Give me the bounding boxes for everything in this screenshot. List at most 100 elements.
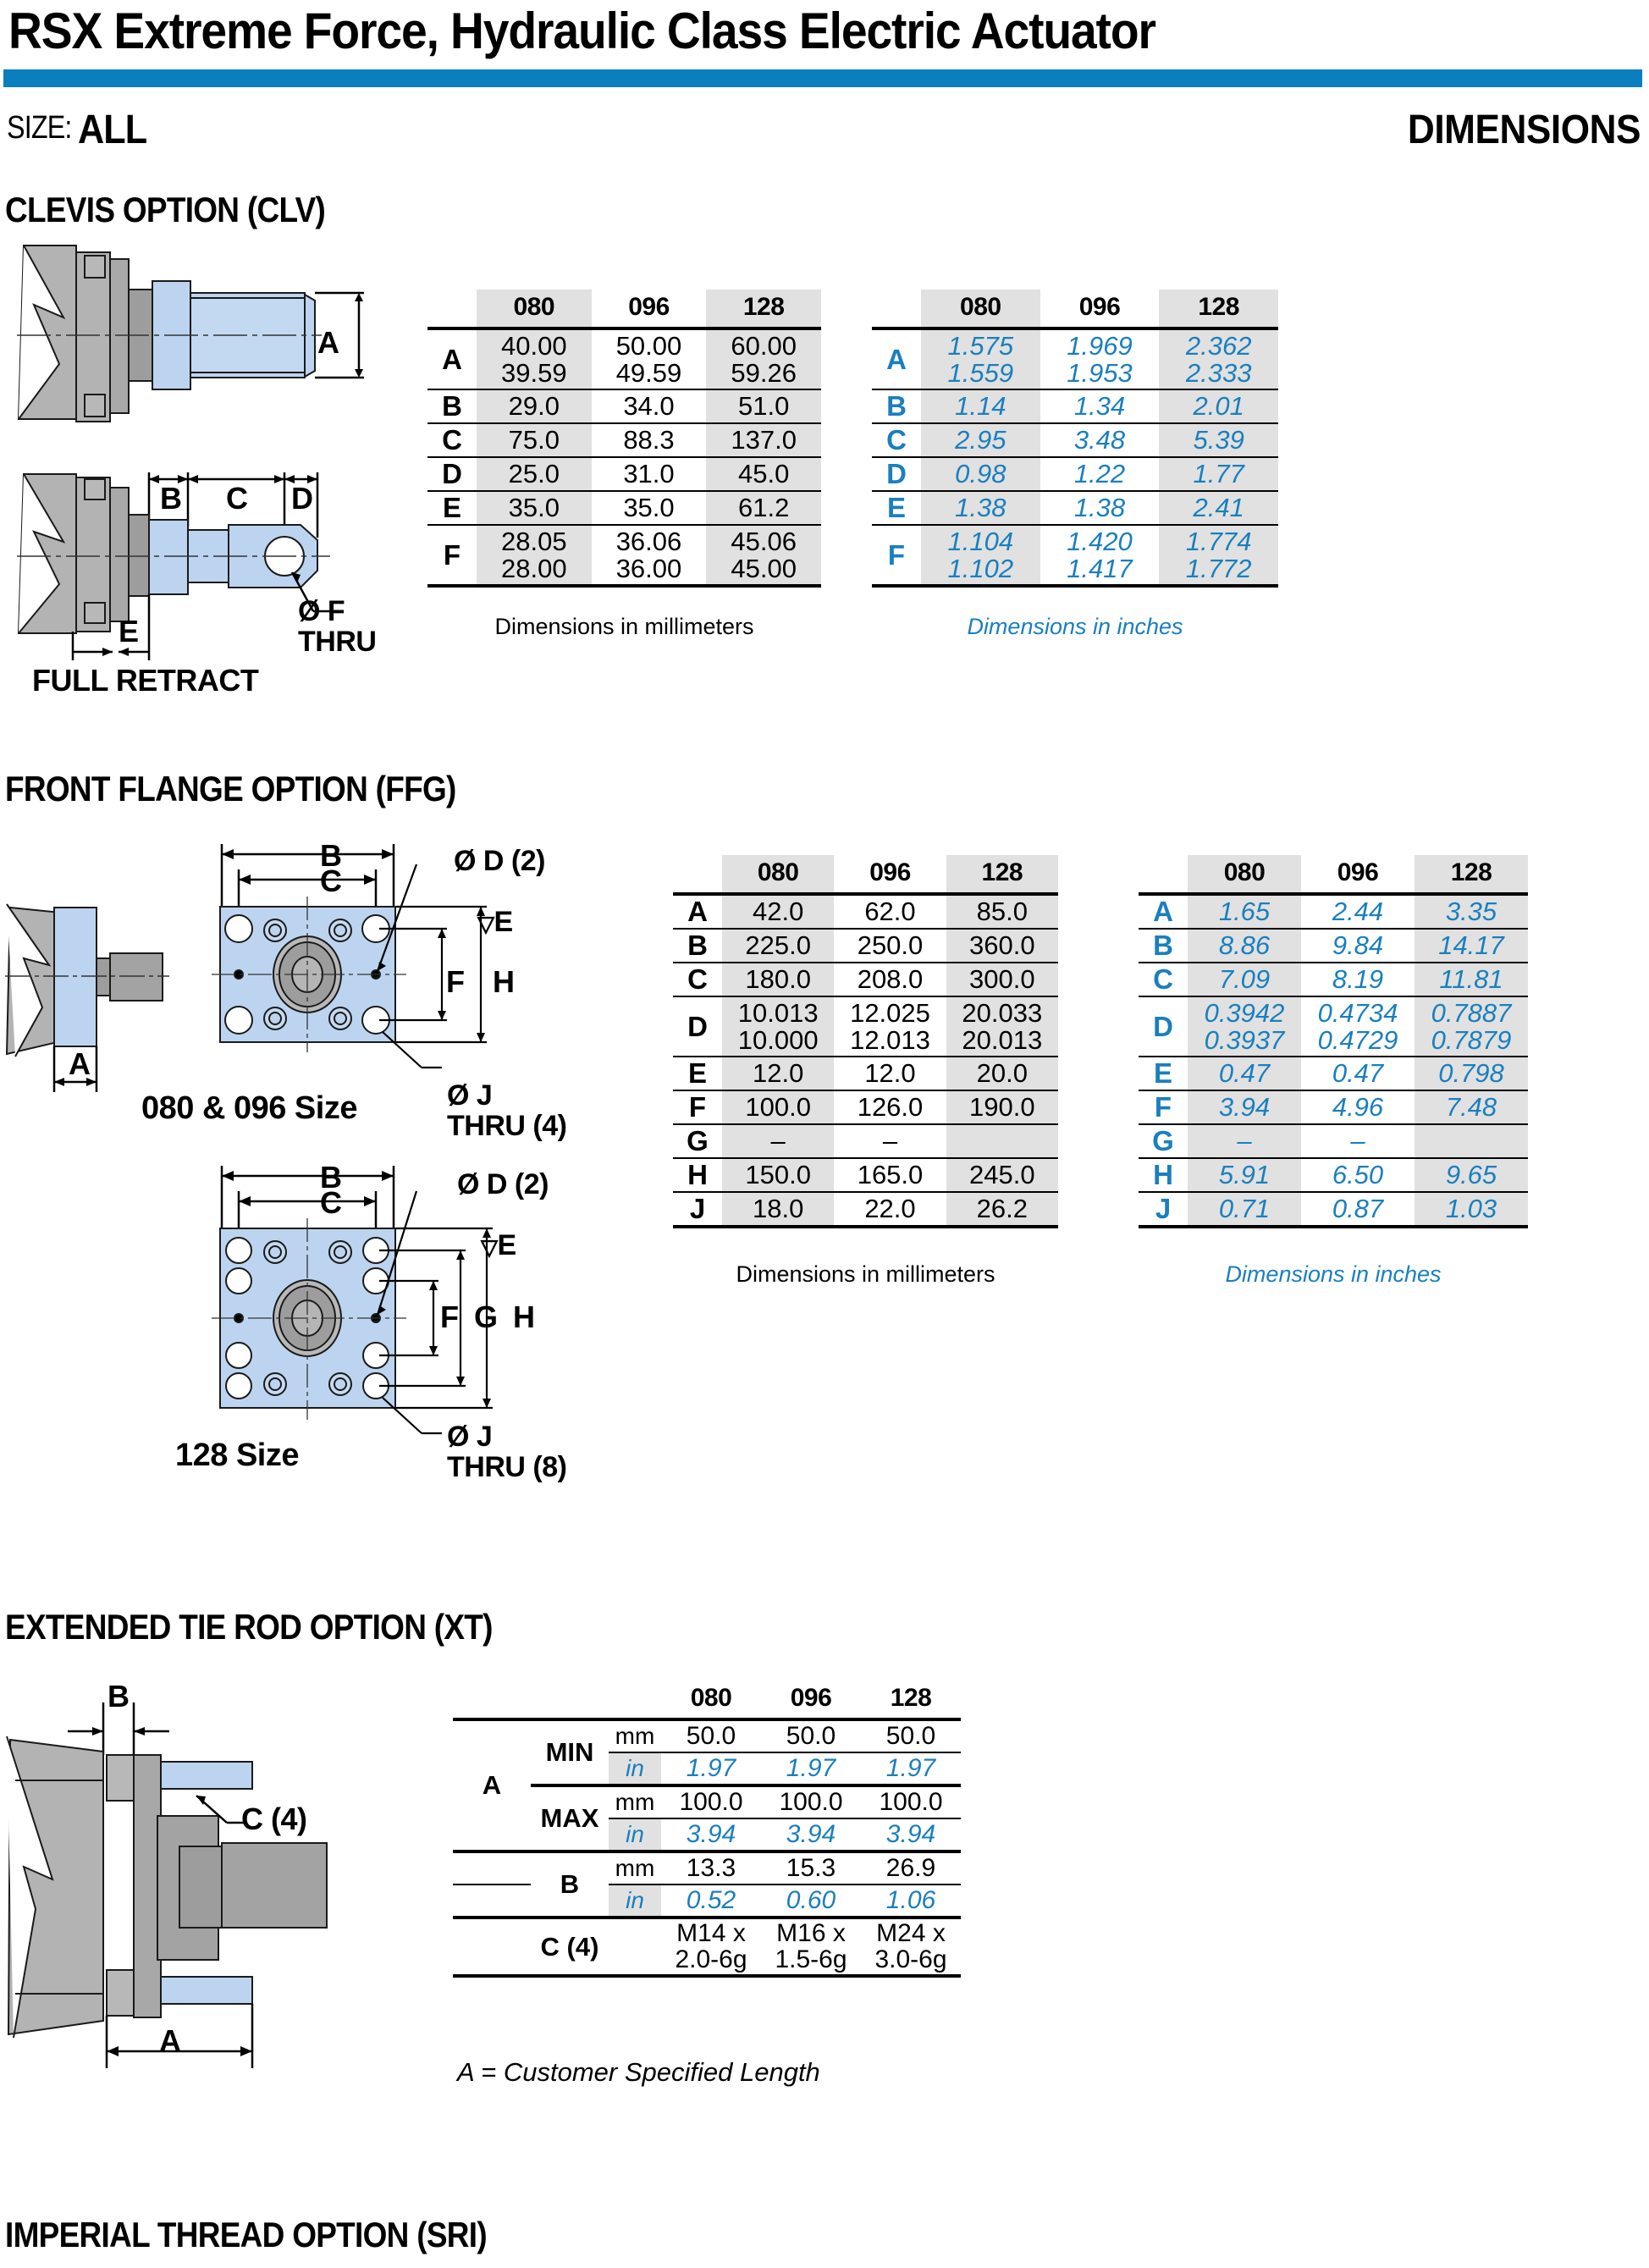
xt-subgroup-max: MAX <box>540 1803 599 1833</box>
table-cell: 2.44 <box>1332 897 1384 927</box>
clevis-label-f-thru: Ø F THRU <box>298 595 377 658</box>
table-cell: 42.0 <box>722 894 835 929</box>
caption-clevis-in: Dimensions in inches <box>967 614 1183 639</box>
table-cell: 0.3942 0.3937 <box>1188 996 1301 1057</box>
col-header-128: 128 <box>1159 290 1278 328</box>
col-header-080: 080 <box>921 290 1040 328</box>
row-key: G <box>1152 1125 1174 1157</box>
ffg-label-c: C <box>320 864 342 898</box>
header-accent-rule <box>3 69 1642 87</box>
table-row: B 8.86 9.84 14.17 <box>1139 929 1528 963</box>
clevis-label-a: A <box>317 325 339 360</box>
table-row: H 5.91 6.50 9.65 <box>1139 1158 1528 1193</box>
col-header-096: 096 <box>1078 293 1121 321</box>
caption-ffg-in: Dimensions in inches <box>1225 1261 1442 1287</box>
caption-clevis-mm: Dimensions in millimeters <box>494 614 754 639</box>
xt-drawing <box>0 1655 423 2087</box>
row-key: C <box>1153 963 1173 995</box>
table-cell <box>946 1124 1058 1159</box>
table-cell: 0.4734 0.4729 <box>1317 998 1398 1055</box>
table-cell: – <box>1188 1124 1301 1159</box>
col-header-080: 080 <box>690 1684 732 1712</box>
ffg-label-d-2: Ø D (2) <box>454 845 545 877</box>
table-row: MAX mm 100.0 100.0 100.0 <box>453 1785 961 1833</box>
table-row: B mm 13.3 15.3 26.9 <box>453 1851 961 1899</box>
ffg-label-e-128: ▽E <box>481 1228 517 1261</box>
row-key: J <box>1155 1193 1172 1225</box>
table-cell: 8.86 <box>1188 929 1301 963</box>
clevis-label-b: B <box>160 481 182 516</box>
table-cell: 9.65 <box>1415 1158 1528 1193</box>
table-cell: 62.0 <box>864 897 916 927</box>
table-cell: 165.0 <box>857 1160 924 1190</box>
table-cell: 4.96 <box>1332 1092 1384 1123</box>
table-cell: 180.0 <box>722 963 835 996</box>
ffg-caption-128: 128 Size <box>175 1438 300 1473</box>
table-row: A 42.0 62.0 85.0 <box>673 894 1058 929</box>
table-cell: – <box>1350 1126 1365 1156</box>
ffg-label-fgh: F G H <box>440 1300 538 1334</box>
table-cell: 126.0 <box>857 1092 924 1123</box>
clevis-label-e: E <box>119 614 139 648</box>
table-row: D 0.3942 0.3937 0.4734 0.4729 0.7887 0.7879 <box>1139 996 1528 1057</box>
table-clevis-millimeters: 080 096 128 A 40.00 39.59 50.00 49.59 60… <box>427 290 821 590</box>
ffg-label-j-thru-4: Ø J THRU (4) <box>447 1079 567 1142</box>
row-key: J <box>689 1193 706 1225</box>
table-row: E 35.0 35.0 61.2 <box>427 491 821 526</box>
table-row: F 3.94 4.96 7.48 <box>1139 1090 1528 1125</box>
col-header-080: 080 <box>722 855 835 894</box>
clevis-label-d: D <box>291 481 313 516</box>
table-cell: 11.81 <box>1415 963 1528 996</box>
col-header-128: 128 <box>890 1684 932 1712</box>
table-row: in 3.94 3.94 3.94 <box>453 1818 961 1851</box>
xt-group-key-a: A <box>482 1770 502 1800</box>
col-header-128: 128 <box>706 290 821 328</box>
table-cell: 7.09 <box>1188 963 1301 996</box>
ffg-label-h: H <box>493 964 515 999</box>
clevis-label-c: C <box>226 481 248 516</box>
caption-ffg-mm: Dimensions in millimeters <box>736 1261 995 1287</box>
table-row: A MIN mm 50.0 50.0 50.0 <box>453 1719 961 1800</box>
table-cell: 0.87 <box>1332 1194 1384 1224</box>
table-header-row: 080 096 128 <box>872 290 1278 328</box>
col-header-096: 096 <box>869 858 911 886</box>
table-cell: 300.0 <box>946 963 1058 996</box>
table-ffg-millimeters: 080 096 128 A 42.0 62.0 85.0 B 225.0 250.0 360.… <box>673 855 1058 1231</box>
table-row: E 12.0 12.0 20.0 <box>673 1057 1058 1091</box>
table-cell: 5.91 <box>1188 1158 1301 1193</box>
xt-label-a: A <box>159 2023 181 2058</box>
ffg-label-e-text: E <box>494 905 514 938</box>
row-key: C <box>687 963 708 995</box>
size-label: SIZE: <box>7 110 72 146</box>
table-cell: 245.0 <box>946 1158 1058 1193</box>
table-cell: 208.0 <box>857 964 924 995</box>
table-cell: 22.0 <box>864 1194 916 1224</box>
ffg-label-e-text-128: E <box>497 1228 517 1261</box>
table-row: F 100.0 126.0 190.0 <box>673 1090 1058 1125</box>
ffg-label-c-128: C <box>320 1185 342 1220</box>
table-row: F 28.05 28.00 36.06 36.00 45.06 45.00 <box>427 525 821 587</box>
ffg-face-128-drawing <box>195 1147 550 1452</box>
table-ffg-inches: 080 096 128 A 1.65 2.44 3.35 B 8.86 9.84 14.17 C… <box>1139 855 1528 1231</box>
table-cell: 20.0 <box>946 1057 1058 1091</box>
ffg-label-d-2-128: Ø D (2) <box>457 1168 549 1200</box>
row-key: B <box>687 930 708 961</box>
table-cell: 85.0 <box>946 894 1058 929</box>
row-key: A <box>687 896 708 927</box>
table-cell: 18.0 <box>722 1192 835 1228</box>
table-cell: 0.798 <box>1415 1057 1528 1091</box>
table-row: A 1.65 2.44 3.35 <box>1139 894 1528 929</box>
section-title-imperial-thread: IMPERIAL THREAD OPTION (SRI) <box>5 2215 488 2254</box>
size-value: ALL <box>78 108 147 152</box>
col-header-128: 128 <box>1415 855 1528 894</box>
table-row: B 225.0 250.0 360.0 <box>673 929 1058 963</box>
table-cell: 225.0 <box>722 929 835 963</box>
table-cell: 8.19 <box>1332 964 1384 995</box>
section-title-front-flange: FRONT FLANGE OPTION (FFG) <box>5 769 456 808</box>
table-cell: 190.0 <box>946 1090 1058 1125</box>
clevis-lower-drawing <box>0 457 423 728</box>
table-row: D 10.013 10.000 12.025 12.013 20.033 20.013 <box>673 996 1058 1057</box>
table-cell: 6.50 <box>1332 1160 1384 1190</box>
row-key: G <box>687 1125 709 1157</box>
ffg-side-drawing <box>0 880 229 1134</box>
